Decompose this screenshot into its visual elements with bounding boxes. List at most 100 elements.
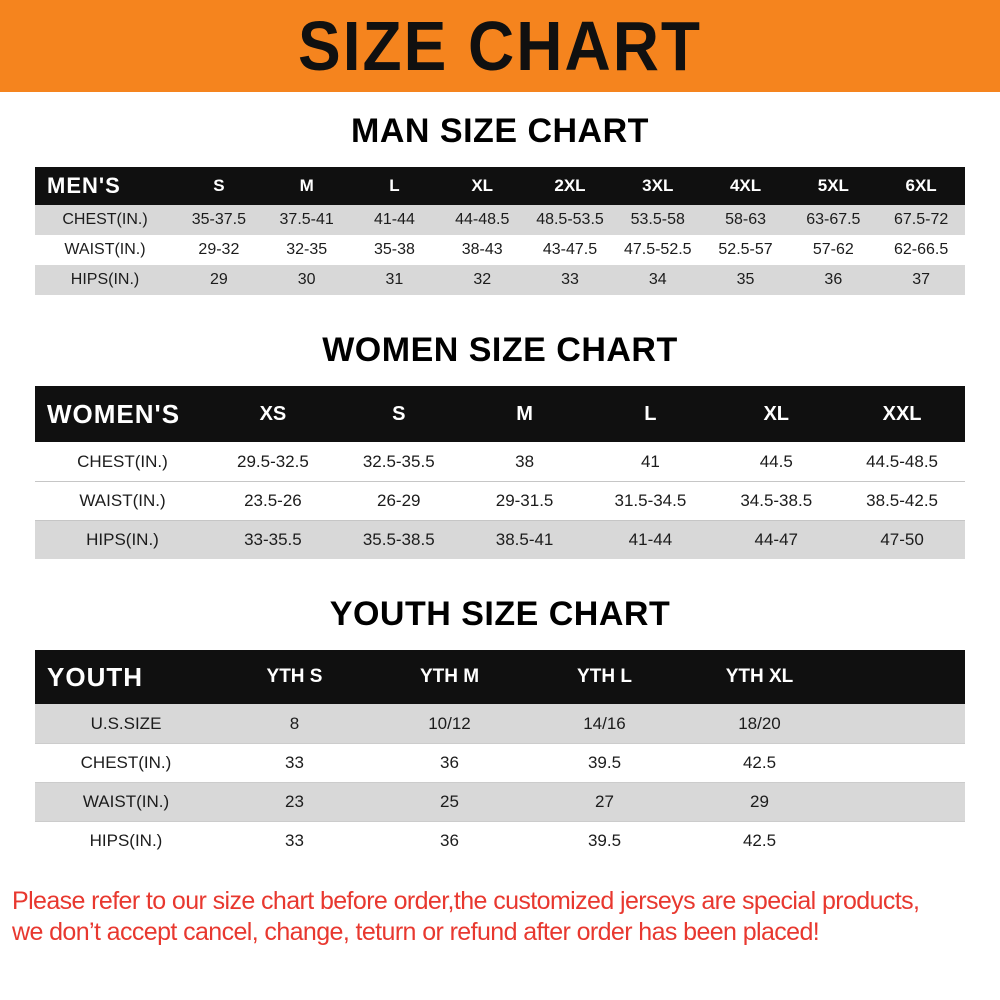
size-cell: 33 [285,753,304,772]
column-header: XS [259,402,287,425]
size-cell: 39.5 [587,753,622,772]
row-label: WAIST(IN.) [79,491,166,510]
size-cell: 23 [285,792,304,811]
size-cell: 33 [285,831,304,850]
table-row: CHEST(IN.) 35-37.5 37.5-41 41-44 44-48.5 48.5… [35,205,965,235]
table-row: U.S.SIZE 8 10/12 14/16 18/20 [35,704,965,743]
corner-label-women: WOMEN'S [47,398,181,429]
column-header: S [392,402,406,425]
size-cell: 44-48.5 [455,211,510,228]
size-cell: 29 [209,271,228,288]
size-cell: 27 [595,792,614,811]
section-heading-women: WOMEN SIZE CHART [322,331,678,369]
table-row: WAIST(IN.) 23.5-26 26-29 29-31.5 31.5-34.5 34… [35,481,965,520]
size-cell: 42.5 [742,831,777,850]
column-header: M [516,402,533,425]
table-header-women: WOMEN'S XS S M L XL XXL [35,386,965,442]
size-cell: 41 [640,451,660,471]
size-cell: 41-44 [628,530,673,549]
size-cell: 29-32 [198,241,240,258]
column-header: XL [763,402,790,425]
size-cell: 23.5-26 [244,491,302,510]
table-row: HIPS(IN.) 33-35.5 35.5-38.5 38.5-41 41-44 44-… [35,520,965,559]
row-label: CHEST(IN.) [77,451,168,471]
size-table-youth: YOUTH YTH S YTH M YTH L YTH XL U.S.SIZE 8 10/12… [35,650,965,860]
size-cell: 32.5-35.5 [362,451,435,471]
column-header: YTH L [577,666,632,687]
size-cell: 32 [473,271,492,288]
row-label: CHEST(IN.) [62,211,148,228]
size-cell: 26-29 [377,491,421,510]
size-cell: 29 [750,792,769,811]
banner-title: SIZE CHART [298,7,702,85]
section-men: MAN SIZE CHART MEN'S S M L XL 2XL 3XL 4XL 5XL 6XL C… [0,112,1000,295]
banner: SIZE CHART [0,0,1000,92]
column-header: 3XL [642,176,674,195]
row-label: HIPS(IN.) [70,271,140,288]
size-cell: 57-62 [812,241,854,258]
size-cell: 39.5 [587,831,622,850]
column-header: L [389,176,400,195]
table-row: CHEST(IN.) 33 36 39.5 42.5 [35,743,965,782]
column-header: S [213,176,225,195]
column-header: 6XL [905,176,937,195]
size-cell: 44.5 [759,451,793,471]
table-header-youth: YOUTH YTH S YTH M YTH L YTH XL [35,650,965,704]
size-cell: 38-43 [461,241,503,258]
size-cell: 36 [440,753,459,772]
size-cell: 38.5-42.5 [866,491,938,510]
size-cell: 37.5-41 [279,211,334,228]
size-cell: 47.5-52.5 [623,241,692,258]
column-header: 4XL [729,176,762,195]
size-table-women: WOMEN'S XS S M L XL XXL CHEST(IN.) 29.5-32.5 32.5… [35,386,965,559]
size-cell: 10/12 [428,713,471,733]
column-header: 2XL [554,176,586,195]
row-label: HIPS(IN.) [86,530,159,549]
row-label: WAIST(IN.) [64,241,146,258]
column-header: M [299,176,314,195]
column-header: YTH M [419,666,480,687]
size-cell: 18/20 [738,713,781,733]
size-cell: 32-35 [286,241,328,258]
size-cell: 63-67.5 [806,211,861,228]
size-cell: 31.5-34.5 [614,491,687,510]
size-cell: 33 [561,271,579,288]
size-cell: 47-50 [880,530,924,549]
size-cell: 42.5 [742,753,777,772]
row-label: U.S.SIZE [90,713,162,733]
row-label: WAIST(IN.) [82,792,170,811]
corner-label-youth: YOUTH [47,661,143,692]
size-cell: 8 [289,713,300,733]
table-row: CHEST(IN.) 29.5-32.5 32.5-35.5 38 41 44.5 44.5… [35,442,965,481]
section-women: WOMEN SIZE CHART WOMEN'S XS S M L XL XXL CHEST(I… [0,331,1000,559]
size-cell: 37 [912,271,930,288]
size-cell: 53.5-58 [630,211,685,228]
size-cell: 35-38 [373,241,415,258]
column-header: XL [471,176,494,195]
size-cell: 36 [824,271,843,288]
table-header-men: MEN'S S M L XL 2XL 3XL 4XL 5XL 6XL [35,167,965,205]
size-cell: 67.5-72 [893,211,949,228]
size-cell: 33-35.5 [244,530,302,549]
section-youth: YOUTH SIZE CHART YOUTH YTH S YTH M YTH L YTH … [0,595,1000,860]
size-cell: 38 [515,451,535,471]
size-table-men: MEN'S S M L XL 2XL 3XL 4XL 5XL 6XL CHEST(IN.) 35-37… [35,167,965,295]
size-cell: 58-63 [725,211,766,228]
size-cell: 34 [648,271,667,288]
size-cell: 43-47.5 [542,241,598,258]
section-heading-men: MAN SIZE CHART [351,112,649,150]
size-cell: 31 [385,271,404,288]
size-cell: 30 [297,271,316,288]
column-header: YTH XL [725,666,794,687]
size-cell: 34.5-38.5 [740,491,813,510]
size-cell: 29.5-32.5 [236,451,309,471]
section-heading-youth: YOUTH SIZE CHART [329,595,671,633]
size-cell: 36 [440,831,459,850]
notice-line-2: we don’t accept cancel, change, teturn o… [12,918,820,947]
corner-label-men: MEN'S [47,173,121,198]
size-cell: 44-47 [754,530,798,549]
table-row: WAIST(IN.) 29-32 32-35 35-38 38-43 43-47.5 47.… [35,235,965,265]
size-cell: 52.5-57 [718,241,773,258]
size-cell: 44.5-48.5 [866,451,938,471]
size-chart-page: SIZE CHART MAN SIZE CHART MEN'S S M L XL 2XL 3X… [0,0,1000,947]
